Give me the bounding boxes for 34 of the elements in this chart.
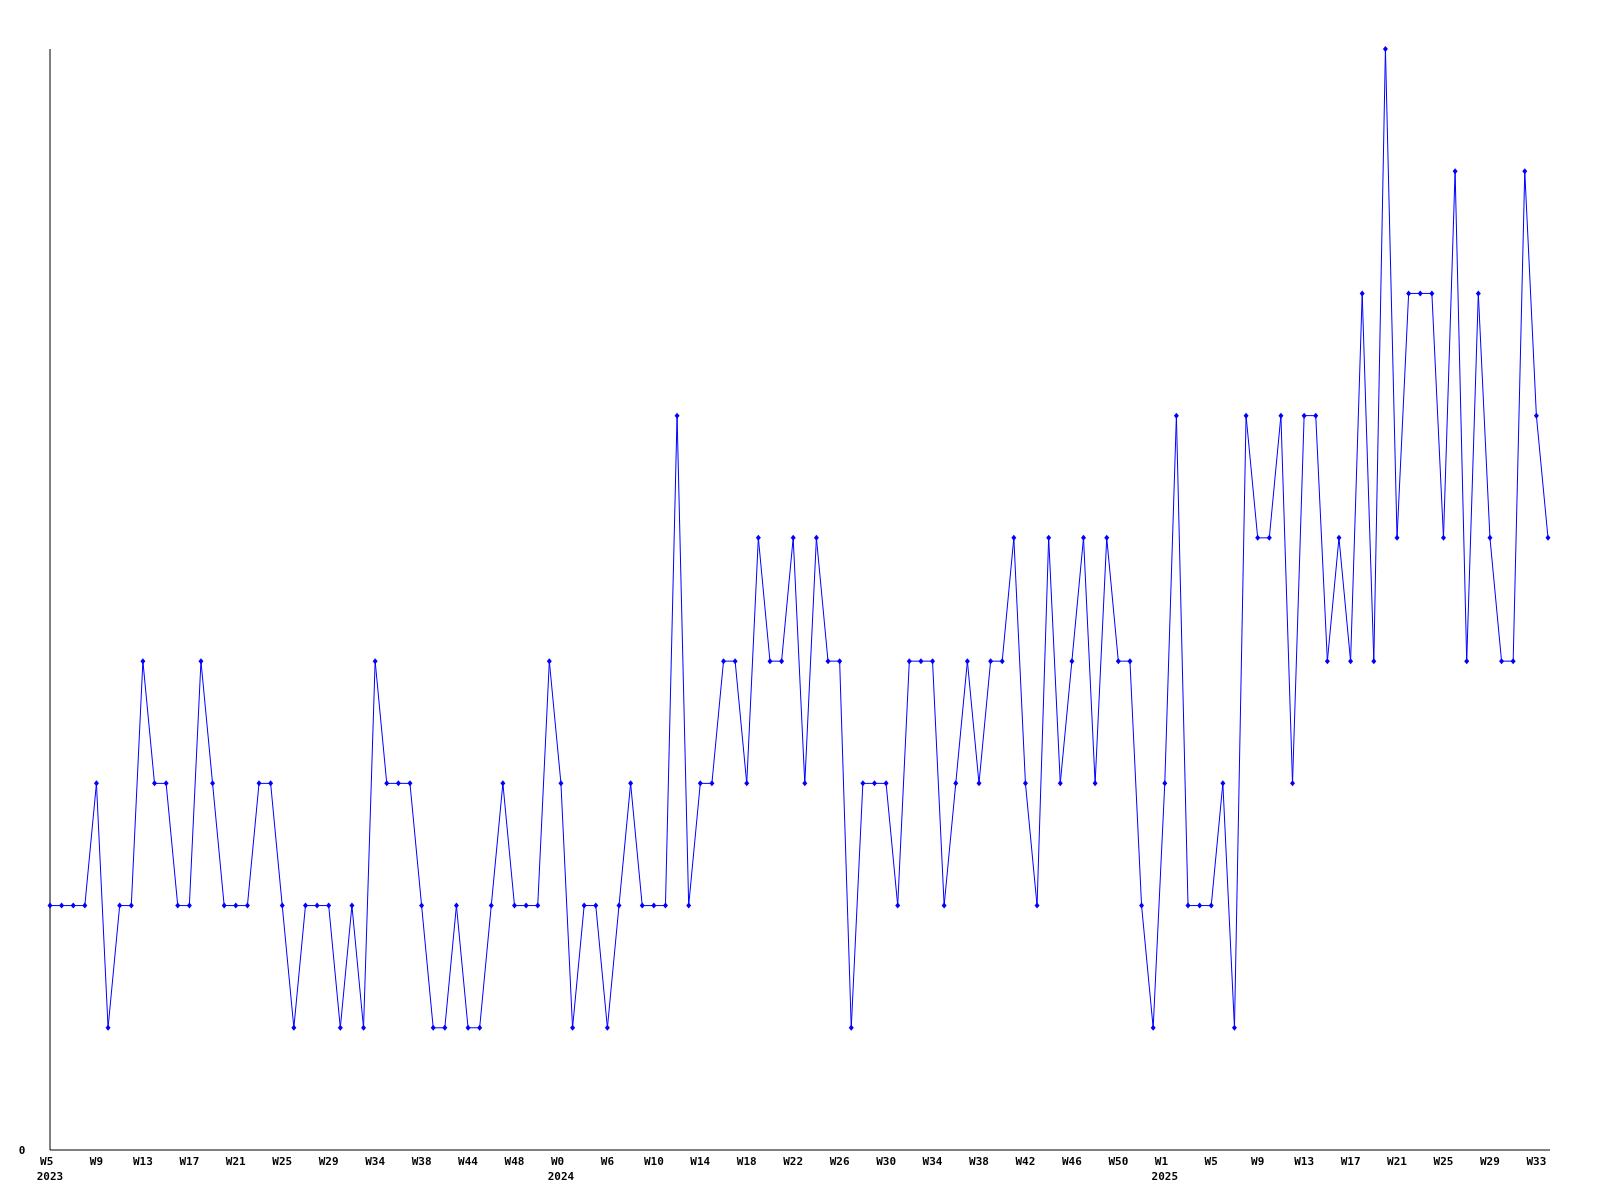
x-tick-label: W33 [1526,1155,1547,1168]
x-tick-label: W13 [132,1155,153,1168]
x-tick-label: W29 [1480,1155,1500,1168]
x-tick-label: W38 [969,1155,989,1168]
x-tick-label: W17 [1340,1155,1361,1168]
x-tick-label: W46 [1061,1155,1083,1168]
x-tick-label: W14 [690,1155,711,1168]
x-tick-label: W17 [179,1155,200,1168]
x-tick-label: W22 [783,1155,804,1168]
x-tick-label: W1 2025 [1151,1155,1179,1183]
x-tick-label: W0 2024 [547,1155,575,1183]
x-tick-label: W26 [829,1155,850,1168]
x-tick-label: W30 [876,1155,897,1168]
x-tick-label: W34 [922,1155,943,1168]
x-tick-label: W25 [1433,1155,1454,1168]
x-tick-label: W13 [1294,1155,1315,1168]
x-tick-label: W10 [643,1155,664,1168]
x-tick-label: W48 [504,1155,525,1168]
x-tick-label: W25 [272,1155,293,1168]
x-tick-label: W42 [1015,1155,1036,1168]
x-tick-label: W9 [89,1155,104,1168]
x-tick-label: W9 [1251,1155,1265,1168]
x-tick-label: W34 [365,1155,386,1168]
x-tick-label: W38 [411,1155,432,1168]
x-tick-label: W6 [600,1155,615,1168]
x-tick-label: W44 [458,1155,479,1168]
x-tick-label: W50 [1108,1155,1129,1168]
x-tick-label: W21 [225,1155,247,1168]
x-tick-label: W21 [1387,1155,1408,1168]
x-tick-label: W18 [736,1155,757,1168]
x-tick-label: W5 2023 [36,1155,64,1183]
x-tick-label: W5 [1204,1155,1218,1168]
text: 0 [18,1144,26,1157]
x-tick-label: W29 [318,1155,339,1168]
